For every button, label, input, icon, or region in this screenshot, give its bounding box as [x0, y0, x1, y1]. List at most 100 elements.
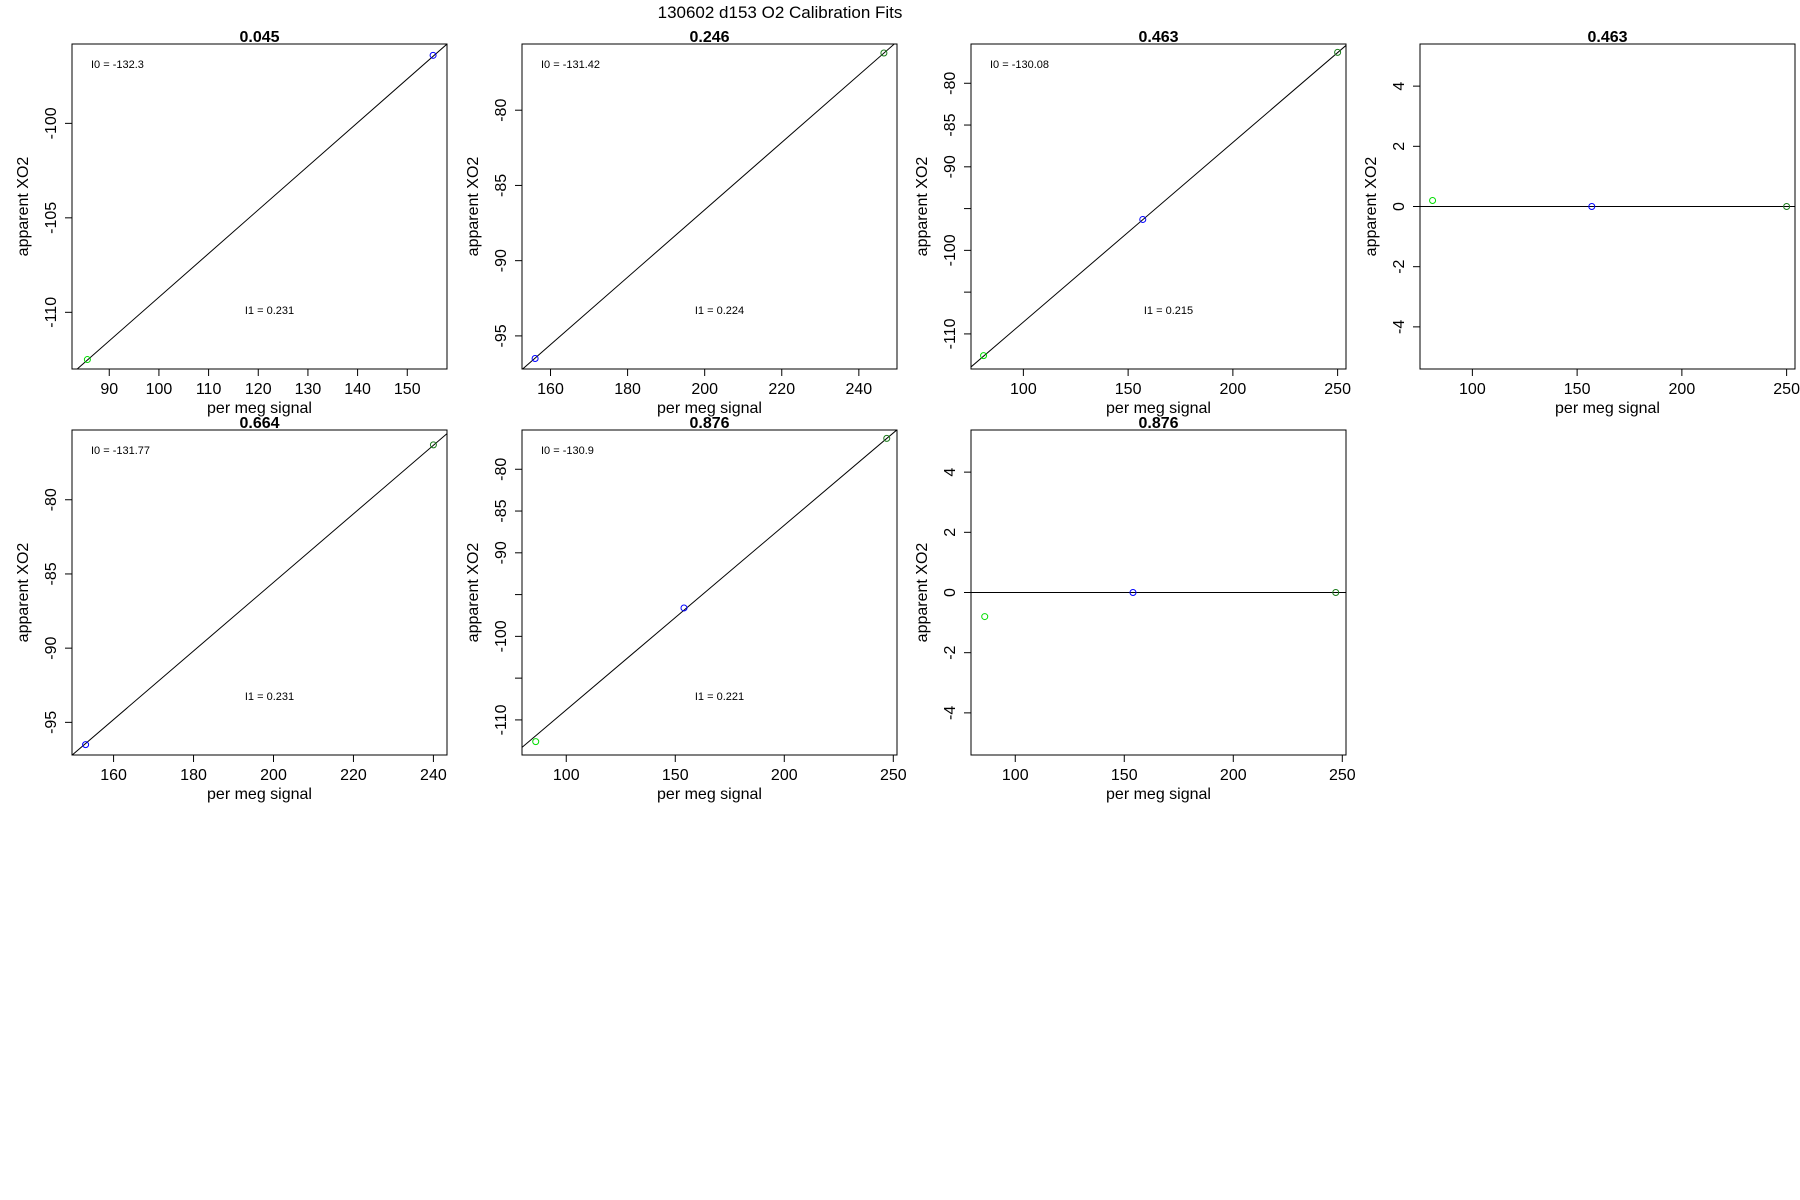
data-region	[76, 44, 447, 369]
y-tick-label: -85	[942, 113, 959, 136]
x-axis-label: per meg signal	[1106, 786, 1211, 803]
intercept-annotation: I0 = -130.9	[541, 445, 594, 457]
data-point	[1334, 48, 1342, 56]
y-tick-label: -100	[43, 107, 60, 139]
x-tick-label: 180	[614, 381, 641, 398]
data-point	[1783, 203, 1791, 210]
data-region	[971, 589, 1346, 621]
y-tick-label: -85	[493, 499, 510, 522]
data-point	[429, 441, 437, 449]
y-tick-label: -80	[942, 72, 959, 95]
fit-line	[522, 430, 897, 748]
data-point	[83, 356, 91, 364]
plot-frame	[970, 43, 1347, 370]
x-tick-label: 200	[260, 767, 287, 784]
y-axis-label: apparent XO2	[1363, 157, 1380, 257]
y-tick-label: -110	[942, 318, 959, 349]
panel-title: 0.876	[689, 415, 729, 432]
y-tick-label: -2	[1391, 259, 1408, 273]
data-region	[72, 433, 447, 755]
data-point	[880, 49, 888, 57]
y-axis-label: apparent XO2	[465, 157, 482, 257]
panel-title: 0.045	[239, 29, 279, 46]
x-tick-label: 250	[1329, 767, 1356, 784]
x-tick-label: 100	[553, 767, 580, 784]
x-tick-label: 150	[394, 381, 421, 398]
data-point	[429, 51, 437, 59]
chart-panel-2: 0.246 160 180 200 220 240 -80 -85 -90 -95 per meg …	[465, 29, 898, 417]
x-axis-label: per meg signal	[1106, 400, 1211, 417]
x-tick-label: 150	[1564, 381, 1591, 398]
plot-frame	[521, 43, 898, 370]
x-tick-label: 200	[771, 767, 798, 784]
x-tick-label: 180	[180, 767, 207, 784]
y-tick-label: -95	[43, 711, 60, 734]
y-axis-label: apparent XO2	[914, 543, 931, 643]
y-axis-label: apparent XO2	[15, 543, 32, 643]
x-tick-label: 250	[880, 767, 907, 784]
x-axis-label: per meg signal	[1555, 400, 1660, 417]
panel-title: 0.664	[239, 415, 279, 432]
x-tick-label: 100	[1002, 767, 1029, 784]
x-tick-label: 240	[845, 381, 872, 398]
y-tick-label: -4	[942, 706, 959, 720]
slope-annotation: I1 = 0.231	[245, 691, 294, 703]
y-tick-label: -90	[493, 541, 510, 564]
x-axis-label: per meg signal	[207, 400, 312, 417]
x-tick-label: 100	[1010, 381, 1037, 398]
x-tick-label: 200	[1220, 381, 1247, 398]
slope-annotation: I1 = 0.224	[695, 305, 744, 317]
data-region	[522, 44, 896, 369]
y-axis-label: apparent XO2	[15, 157, 32, 257]
x-axis-label: per meg signal	[657, 400, 762, 417]
x-tick-label: 150	[1111, 767, 1138, 784]
x-tick-label: 140	[344, 381, 371, 398]
slope-annotation: I1 = 0.221	[695, 691, 744, 703]
chart-panel-4: 0.463 100 150 200 250 4 2 0 -2 -4 per meg signal ap…	[1363, 29, 1800, 417]
x-tick-label: 200	[1669, 381, 1696, 398]
panel-title: 0.246	[689, 29, 729, 46]
data-point	[883, 434, 891, 442]
plot-frame	[521, 429, 898, 756]
x-tick-label: 250	[1773, 381, 1800, 398]
chart-panel-1: 0.045 90 100 110 120 130 140 150 -100 -105 -110 per…	[15, 29, 448, 417]
x-tick-label: 150	[662, 767, 689, 784]
y-tick-label: -100	[493, 620, 510, 652]
intercept-annotation: I0 = -131.42	[541, 59, 600, 71]
figure-title: 130602 d153 O2 Calibration Fits	[658, 3, 903, 22]
slope-annotation: I1 = 0.231	[245, 305, 294, 317]
y-tick-label: -105	[43, 202, 60, 234]
y-tick-label: -110	[43, 297, 60, 328]
x-tick-label: 220	[340, 767, 367, 784]
y-tick-label: -2	[942, 645, 959, 659]
data-point	[532, 738, 540, 746]
fit-line	[72, 433, 447, 755]
data-point	[531, 354, 539, 362]
x-tick-label: 120	[245, 381, 272, 398]
data-point	[1588, 203, 1596, 210]
y-tick-label: -95	[493, 324, 510, 347]
fit-line	[76, 44, 447, 369]
y-tick-label: -80	[43, 488, 60, 511]
panel-grid: 0.045 90 100 110 120 130 140 150 -100 -105 -110 per…	[15, 29, 1800, 803]
y-tick-label: 4	[942, 468, 959, 477]
x-tick-label: 110	[196, 381, 222, 398]
fit-line	[971, 45, 1346, 368]
x-tick-label: 100	[146, 381, 173, 398]
plot-frame	[71, 429, 448, 756]
y-axis-label: apparent XO2	[914, 157, 931, 257]
data-region	[1420, 196, 1795, 210]
chart-panel-7: 0.876 100 150 200 250 4 2 0 -2 -4 per meg signal ap…	[914, 415, 1356, 803]
panel-title: 0.463	[1138, 29, 1178, 46]
data-point	[1332, 589, 1340, 596]
y-tick-label: 0	[942, 588, 959, 597]
x-tick-label: 200	[1220, 767, 1247, 784]
y-tick-label: -100	[942, 234, 959, 266]
x-tick-label: 90	[100, 381, 118, 398]
x-tick-label: 130	[295, 381, 322, 398]
y-tick-label: -90	[942, 155, 959, 178]
y-tick-label: 2	[942, 528, 959, 537]
slope-annotation: I1 = 0.215	[1144, 305, 1193, 317]
y-tick-label: -90	[43, 636, 60, 659]
